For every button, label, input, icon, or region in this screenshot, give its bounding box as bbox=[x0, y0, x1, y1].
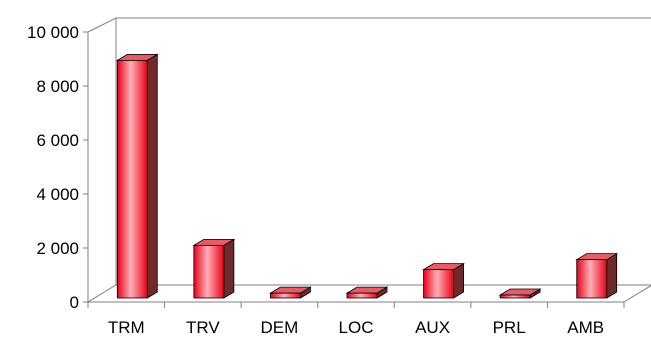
x-tick-label: LOC bbox=[339, 318, 374, 337]
bar-front bbox=[346, 292, 378, 299]
x-axis: TRM TRV DEM LOC AUX PRL AMB bbox=[87, 302, 625, 337]
bar-front bbox=[193, 244, 225, 299]
bar-prl bbox=[498, 288, 542, 299]
bar-front bbox=[116, 60, 148, 299]
y-tick-label: 10 000 bbox=[27, 23, 79, 42]
x-tick-label: PRL bbox=[493, 318, 526, 337]
y-tick-label: 6 000 bbox=[36, 131, 79, 150]
y-tick-label: 2 000 bbox=[36, 239, 79, 258]
x-tick-label: TRM bbox=[108, 318, 145, 337]
x-tick-label: AUX bbox=[415, 318, 450, 337]
bar-front bbox=[576, 259, 608, 299]
bars bbox=[115, 53, 619, 299]
bar-loc bbox=[345, 286, 389, 299]
bar-aux bbox=[422, 262, 466, 299]
x-tick-label: AMB bbox=[567, 318, 604, 337]
y-tick-label: 8 000 bbox=[36, 77, 79, 96]
side-wall bbox=[87, 17, 117, 303]
y-axis: 0 2 000 4 000 6 000 8 000 10 000 bbox=[27, 23, 88, 312]
bar-front bbox=[423, 269, 454, 299]
bar-side bbox=[223, 238, 235, 299]
bar-trv bbox=[192, 238, 236, 299]
bar-side bbox=[606, 252, 618, 299]
bar-front bbox=[270, 292, 301, 299]
x-tick-label: DEM bbox=[261, 318, 299, 337]
bar-trm bbox=[115, 53, 159, 299]
y-tick-label: 4 000 bbox=[36, 185, 79, 204]
x-tick-label: TRV bbox=[186, 318, 220, 337]
bar-amb bbox=[575, 252, 619, 299]
bar-dem bbox=[268, 286, 312, 299]
bar-side bbox=[146, 53, 158, 299]
bar-front bbox=[499, 294, 531, 299]
y-tick-label: 0 bbox=[70, 293, 79, 312]
